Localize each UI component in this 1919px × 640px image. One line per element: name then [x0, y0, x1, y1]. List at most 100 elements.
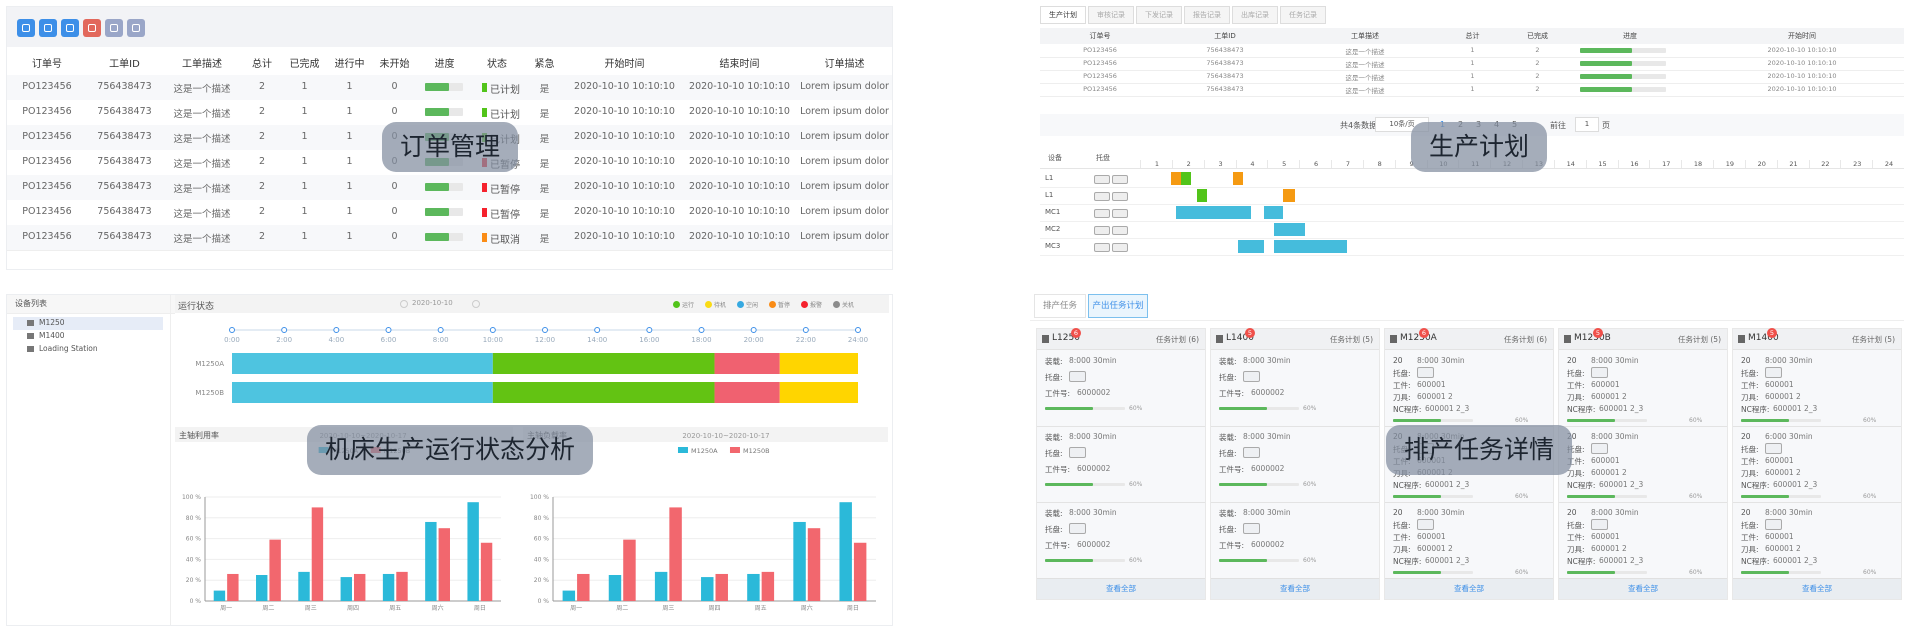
toolbar-button[interactable]: [61, 19, 79, 37]
column-header: 工单描述: [1351, 32, 1379, 40]
card-badge: 6: [1071, 328, 1081, 338]
table-row: [1040, 83, 1904, 97]
task-field-label: 托盘:: [1219, 373, 1237, 382]
cell: 2020-10-10 10:10:10: [574, 106, 675, 117]
overlay-label: 机床生产运行状态分析: [306, 425, 594, 475]
x-tick-label: 周一: [570, 605, 582, 612]
device-list-title: 设备列表: [7, 295, 175, 314]
task-field-value: 600001: [1765, 456, 1794, 465]
task-divider: [1037, 502, 1205, 503]
cell: 2: [1535, 46, 1540, 54]
card-footer[interactable]: 查看全部: [1559, 578, 1727, 599]
pagination-total: 共4条数据: [1340, 121, 1378, 130]
task-field-value: 600001 2_3: [1599, 404, 1644, 413]
date-next[interactable]: [472, 300, 480, 308]
tab[interactable]: 出库记录: [1232, 6, 1278, 24]
tab[interactable]: 任务记录: [1280, 6, 1326, 24]
task-field-label: 工件号:: [1045, 465, 1071, 474]
progress-label: 60%: [1515, 569, 1529, 576]
cell: 756438473: [97, 81, 152, 92]
bar: [467, 502, 479, 601]
card-footer[interactable]: 查看全部: [1037, 578, 1205, 599]
hour-label: 24: [1872, 160, 1904, 168]
task-field-value: 600001: [1765, 380, 1794, 389]
toolbar-button[interactable]: [127, 19, 145, 37]
cell: 这是一个描述: [173, 184, 231, 195]
tab[interactable]: 生产计划: [1040, 6, 1086, 24]
x-tick-label: 周四: [708, 605, 720, 612]
cell: 这是一个描述: [1345, 48, 1385, 56]
task-field-value: 600001 2: [1591, 392, 1627, 401]
cell: 1: [346, 81, 353, 92]
toolbar-button[interactable]: [39, 19, 57, 37]
task-divider: [1559, 426, 1727, 427]
cell: 1: [301, 81, 308, 92]
tab[interactable]: 产出任务计划: [1088, 294, 1148, 318]
tab[interactable]: 排产任务: [1034, 294, 1086, 318]
card-footer[interactable]: 查看全部: [1211, 578, 1379, 599]
x-tick-label: 周二: [262, 605, 274, 612]
tick-mark: [385, 327, 392, 333]
cell: 这是一个描述: [173, 234, 231, 245]
cell: 2020-10-10 10:10:10: [574, 131, 675, 142]
progress-fill: [1045, 407, 1093, 410]
y-tick-label: 0 %: [190, 598, 202, 605]
cell: 是: [539, 234, 550, 245]
cell: Lorem ipsum dolor: [800, 156, 889, 167]
progress-fill: [1741, 571, 1789, 574]
tab[interactable]: 审核记录: [1088, 6, 1134, 24]
cell: 是: [539, 84, 550, 95]
card-badge: 5: [1245, 328, 1255, 338]
card-footer[interactable]: 查看全部: [1733, 578, 1901, 599]
cell: 2: [258, 156, 266, 167]
task-field-value: 600001 2_3: [1425, 480, 1470, 489]
cell: Lorem ipsum dolor: [800, 106, 889, 117]
device-item[interactable]: Loading Station: [13, 343, 163, 356]
tick-label: 12:00: [535, 336, 555, 344]
column-header: 开始时间: [604, 59, 645, 70]
cell: 2020-10-10 10:10:10: [1767, 59, 1837, 67]
card-footer[interactable]: 查看全部: [1385, 578, 1553, 599]
task-field-label: 工件号:: [1219, 541, 1245, 550]
task-field-value: 8:000 30min: [1591, 508, 1639, 517]
task-field-label: 20: [1393, 508, 1403, 517]
tab[interactable]: 下发记录: [1136, 6, 1182, 24]
pallet-icon: [1243, 523, 1260, 534]
column-header: 工单描述: [182, 59, 222, 70]
progress-fill: [1393, 571, 1441, 574]
tick-label: 0:00: [224, 336, 240, 344]
task-field-label: 托盘:: [1045, 373, 1063, 382]
toolbar-button[interactable]: [83, 19, 101, 37]
hour-label: 5: [1267, 160, 1300, 168]
goto-input[interactable]: 1: [1575, 117, 1599, 132]
tab[interactable]: 报告记录: [1184, 6, 1230, 24]
task-field-value: 8:000 30min: [1069, 432, 1117, 441]
cell: 1: [346, 231, 353, 242]
tick-label: 6:00: [381, 336, 397, 344]
task-field-label: NC程序:: [1393, 557, 1422, 566]
task-field-label: 托盘:: [1567, 445, 1585, 454]
cell: 1: [1470, 59, 1475, 67]
card-badge: 6: [1419, 328, 1429, 338]
state-segment: [232, 353, 493, 374]
toolbar-button[interactable]: [105, 19, 123, 37]
gantt-row: [1040, 204, 1904, 222]
overlay-label: 排产任务详情: [1385, 425, 1573, 475]
device-item[interactable]: M1400: [13, 330, 163, 343]
task-field-value: 8:000 30min: [1765, 356, 1813, 365]
date-prev[interactable]: [400, 300, 408, 308]
bar: [340, 577, 352, 601]
bar: [311, 507, 324, 601]
device-item[interactable]: M1250: [13, 317, 163, 330]
task-field-label: 工件:: [1567, 533, 1585, 542]
task-field-label: 工件:: [1741, 381, 1759, 390]
x-tick-label: 周三: [305, 605, 317, 612]
chart-header: [523, 427, 888, 442]
gantt-device-header: 设备: [1048, 154, 1062, 162]
task-field-value: 600001 2_3: [1599, 480, 1644, 489]
toolbar-button[interactable]: [17, 19, 35, 37]
task-field-value: 600001 2: [1591, 544, 1627, 553]
cell: 2: [258, 106, 266, 117]
progress-fill: [1045, 483, 1093, 486]
task-field-value: 600001 2: [1765, 544, 1801, 553]
